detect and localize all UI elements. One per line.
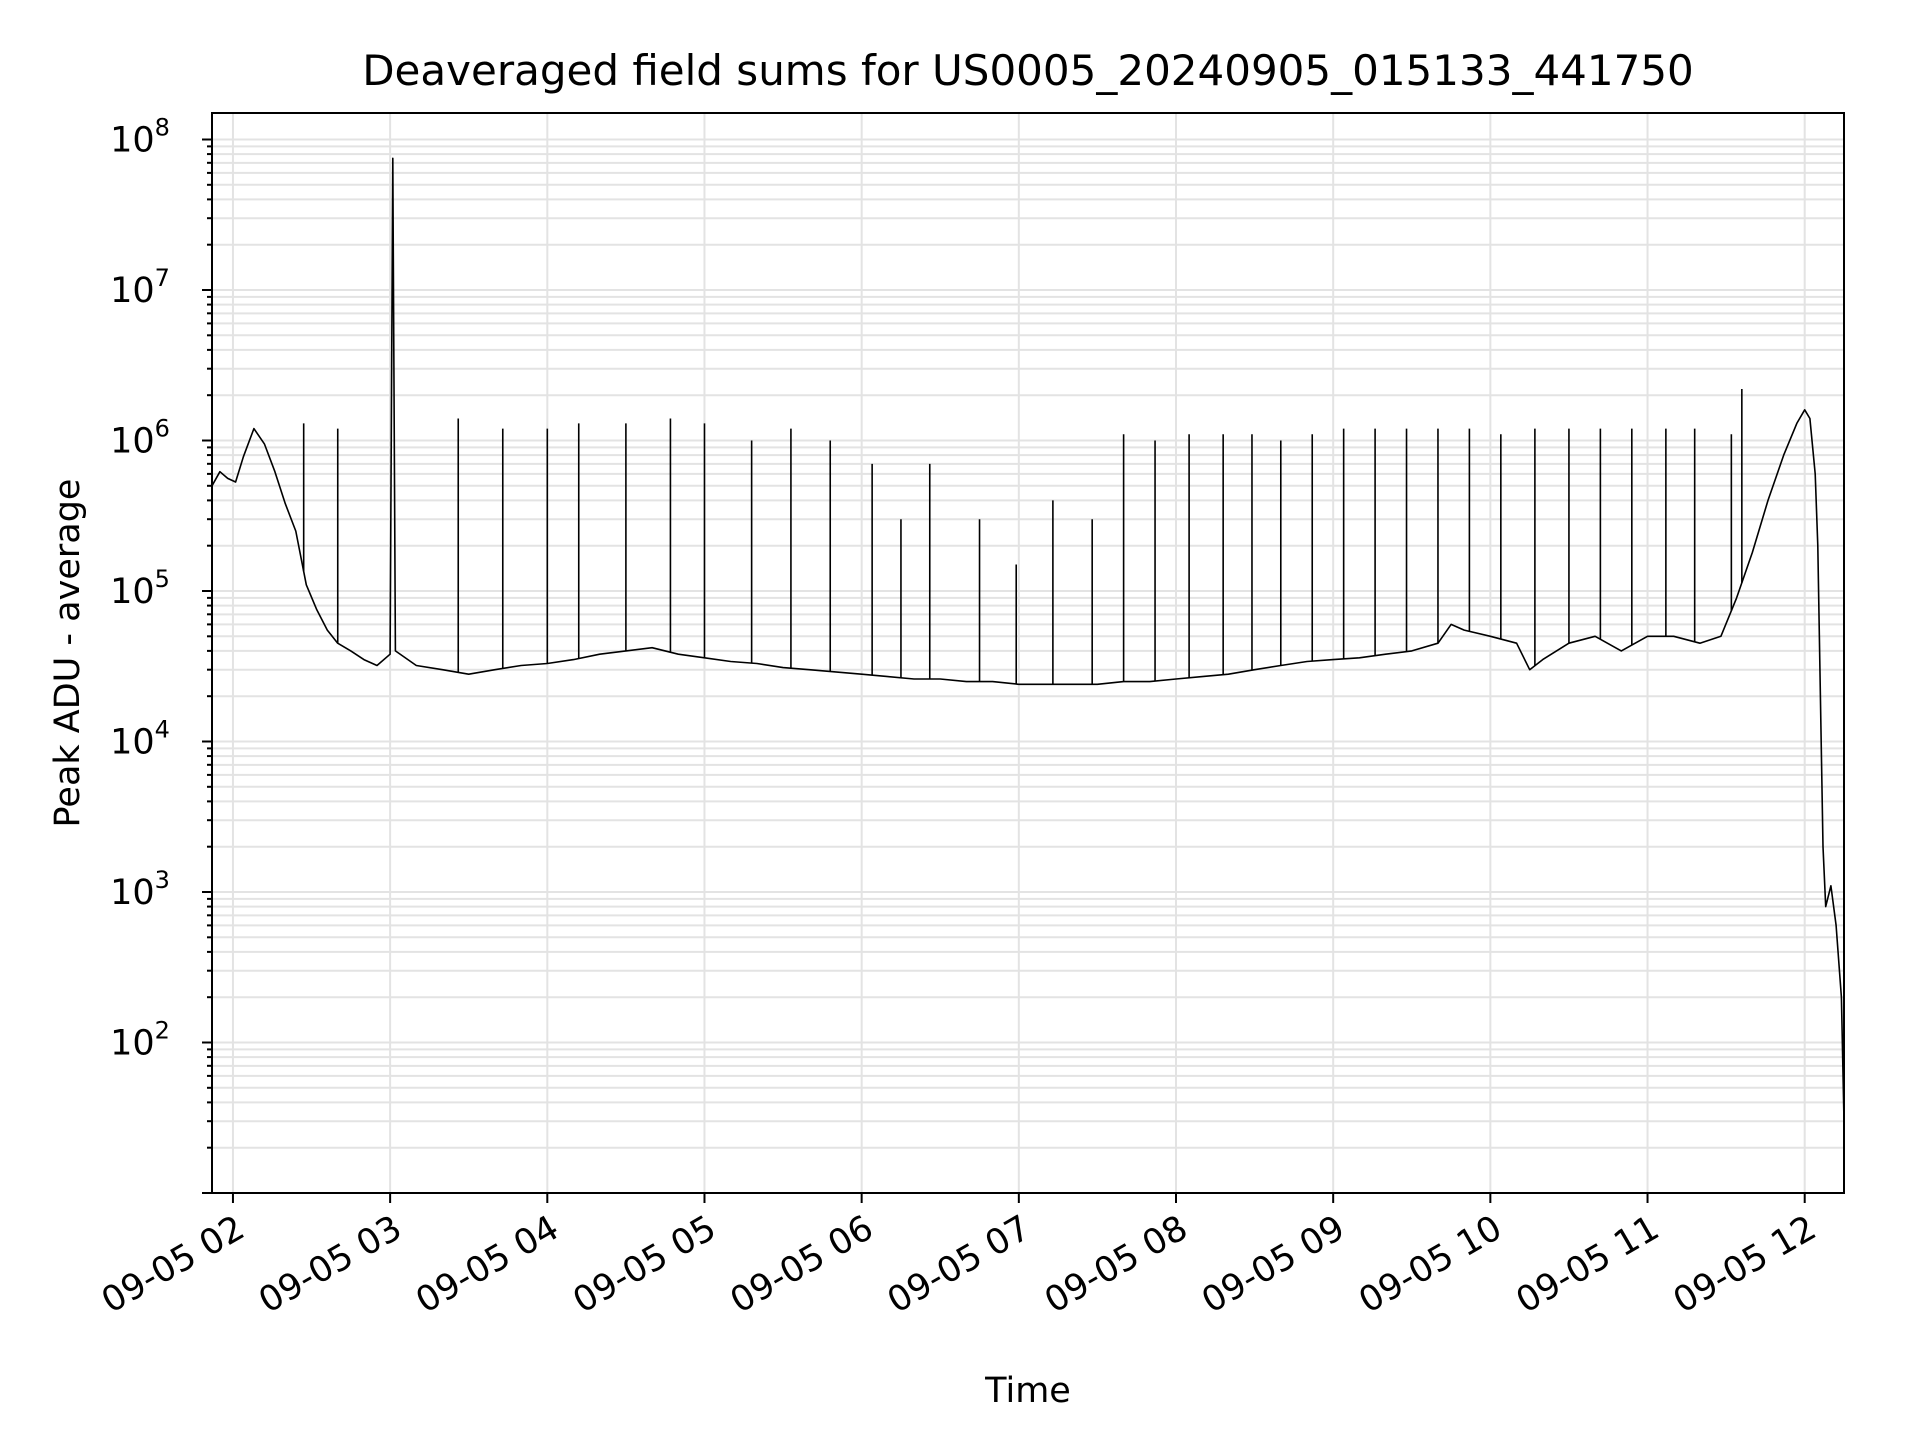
y-tick-label: 106 — [110, 415, 170, 462]
y-tick-label: 104 — [110, 716, 170, 763]
series-path — [211, 157, 1845, 1122]
chart-title: Deaveraged field sums for US0005_2024090… — [362, 46, 1694, 95]
y-tick-label: 107 — [110, 264, 170, 311]
series-line — [211, 157, 1845, 1122]
y-tick-label: 105 — [110, 565, 170, 612]
y-tick-label: 108 — [110, 114, 170, 161]
y-tick-label: 102 — [110, 1017, 170, 1064]
y-axis: 102 103 104 105 106 107 108 — [110, 114, 212, 1194]
x-axis-label: Time — [984, 1371, 1071, 1411]
grid-lines — [212, 113, 1844, 1194]
y-tick-label: 103 — [110, 866, 170, 913]
plot-frame — [211, 112, 1845, 1194]
y-axis-label: Peak ADU - average — [48, 479, 88, 828]
